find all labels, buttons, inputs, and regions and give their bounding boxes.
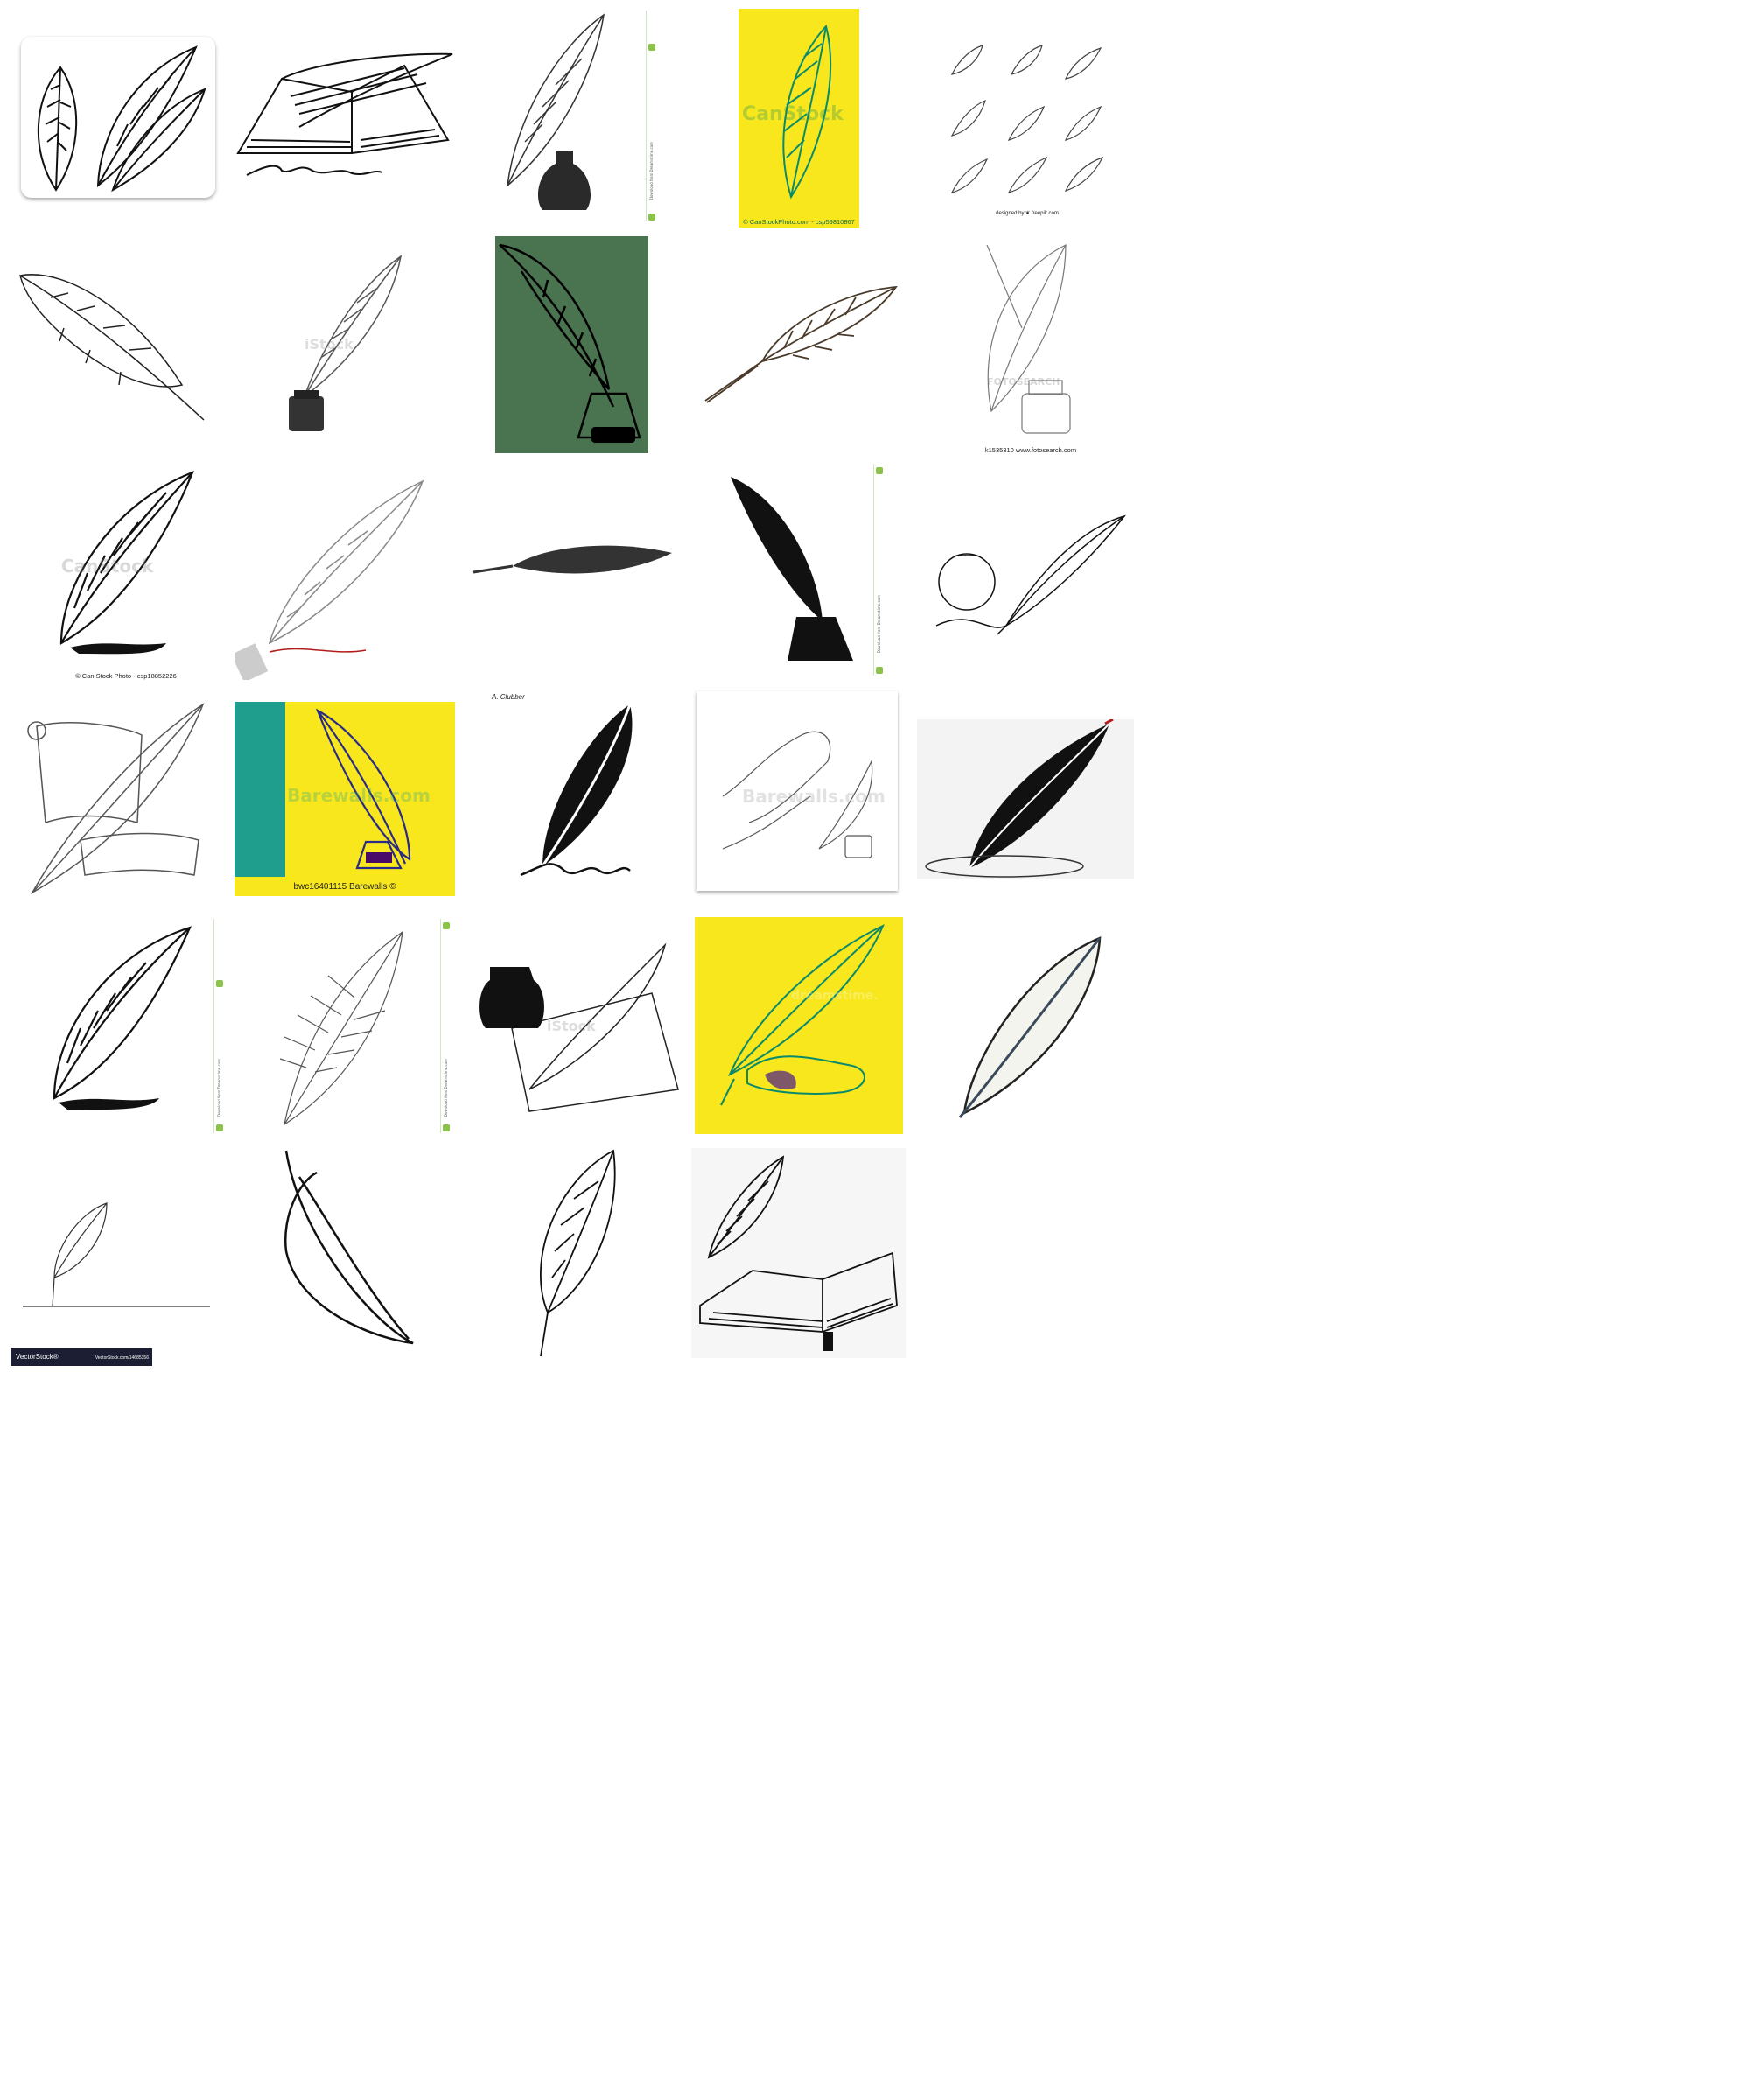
barewalls-caption: bwc16401115 Barewalls © [293, 882, 396, 892]
result-thumbnail-6[interactable] [16, 262, 210, 429]
dreamstime-side-text-2: Download from Dreamstime.com [877, 595, 881, 654]
scroll-feather-icon [27, 703, 205, 894]
black-quill-flourish-icon [925, 719, 1114, 878]
fluffy-feather-icon [279, 930, 403, 1126]
canstock-watermark-2: CanStock [61, 556, 154, 577]
white-quill-icon [958, 936, 1102, 1118]
result-thumbnail-5[interactable]: designed by ❦ freepik.com [934, 35, 1120, 220]
inkpot-quill-flourish-icon [935, 514, 1126, 635]
vectorstock-brand: VectorStock® [16, 1353, 59, 1361]
result-thumbnail-10[interactable]: FOTOSEARCH k1535310 www.fotosearch.com [970, 241, 1092, 455]
result-thumbnail-12[interactable] [234, 477, 441, 680]
vectorstock-bar: VectorStock® VectorStock.com/14685356 [10, 1348, 152, 1366]
canstock-watermark: CanStock [742, 103, 844, 125]
outline-quill-icon [284, 1150, 414, 1345]
result-thumbnail-25[interactable] [947, 929, 1130, 1130]
result-thumbnail-4[interactable]: CanStock © CanStockPhoto.com - csp598108… [738, 9, 859, 228]
feather-open-book-icon [699, 1155, 898, 1351]
result-thumbnail-16[interactable] [19, 700, 208, 894]
grey-feather-inkwell-icon [986, 244, 1071, 434]
result-thumbnail-3[interactable]: Download from Dreamstime.com [490, 10, 662, 220]
feather-inkwell-silhouette-icon [499, 243, 641, 443]
result-thumbnail-20[interactable] [917, 719, 1134, 878]
canstock-caption-2: © Can Stock Photo - csp18852226 [75, 672, 177, 680]
three-feathers-icon [37, 46, 206, 192]
fotosearch-caption: k1535310 www.fotosearch.com [984, 446, 1077, 454]
result-thumbnail-8[interactable] [495, 236, 648, 453]
green-feather-icon [782, 24, 831, 200]
result-thumbnail-21[interactable]: Download from Dreamstime.com [19, 919, 226, 1133]
vectorstock-id: VectorStock.com/14685356 [94, 1355, 149, 1361]
feather-set-icon [950, 45, 1104, 193]
feather-inkpot-icon [289, 255, 402, 431]
simple-feather-baseline-icon [23, 1202, 210, 1307]
result-thumbnail-23[interactable]: iStock [477, 941, 683, 1116]
quill-red-ink-icon [234, 480, 424, 680]
scroll-quill-inkpot-icon [722, 731, 873, 858]
dreamstime-side-text: Download from Dreamstime.com [649, 142, 654, 200]
result-thumbnail-2[interactable] [229, 44, 455, 192]
result-thumbnail-27[interactable] [273, 1146, 416, 1365]
feather-inkwell-canvas-icon [315, 708, 411, 870]
hand-writing-quill-icon [720, 924, 885, 1106]
result-thumbnail-24[interactable]: dreamstime. [695, 917, 903, 1134]
barewalls-watermark: Barewalls.com [287, 785, 430, 806]
result-thumbnail-13[interactable] [469, 536, 674, 588]
result-thumbnail-18[interactable]: A. Clubber [490, 691, 674, 884]
result-thumbnail-15[interactable] [919, 494, 1129, 652]
horizontal-quill-icon [472, 545, 672, 574]
feather-inkwell-icon [507, 13, 606, 210]
inkwell-papers-quill-icon [480, 942, 679, 1112]
barewalls-watermark-2: Barewalls.com [742, 786, 886, 807]
black-feather-ink-splash-icon [60, 471, 194, 654]
dreamstime-side-text-3: Download from Dreamstime.com [217, 1059, 221, 1117]
dreamstime-side-text-4: Download from Dreamstime.com [444, 1059, 448, 1117]
result-thumbnail-14[interactable]: Download from Dreamstime.com [713, 464, 888, 676]
fotosearch-watermark: FOTOSEARCH [987, 376, 1060, 388]
outline-feather-icon [19, 274, 205, 421]
result-thumbnail-19[interactable]: Barewalls.com bwc20713509 Barewalls © [696, 691, 898, 891]
result-thumbnail-29[interactable] [691, 1148, 906, 1358]
istock-watermark: iStock [304, 336, 354, 353]
outline-feather-vertical-icon [540, 1149, 616, 1357]
vintage-quill-icon [704, 285, 898, 403]
dreamstime-watermark: dreamstime. [791, 989, 878, 1003]
canstock-caption: © CanStockPhoto.com - csp59810867 [743, 218, 855, 226]
result-thumbnail-26[interactable] [19, 1194, 214, 1312]
freepik-caption: designed by ❦ freepik.com [996, 211, 1059, 216]
istock-watermark-2: iStock [547, 1018, 596, 1034]
black-feather-ink-splash-icon-2 [52, 926, 192, 1110]
result-thumbnail-28[interactable] [522, 1146, 623, 1361]
silhouette-feather-inkwell-icon [731, 477, 853, 661]
black-quill-writing-icon [520, 704, 633, 877]
result-thumbnail-1[interactable] [21, 37, 215, 198]
result-thumbnail-22[interactable]: Download from Dreamstime.com [262, 919, 455, 1133]
result-thumbnail-17[interactable]: Barewalls.com bwc16401115 Barewalls © [234, 702, 455, 896]
result-thumbnail-11[interactable]: CanStock © Can Stock Photo - csp18852226 [52, 468, 200, 682]
result-thumbnail-7[interactable]: iStock [278, 252, 410, 439]
result-thumbnail-9[interactable] [696, 278, 900, 406]
open-book-feather-icon [236, 52, 453, 176]
signature-text: A. Clubber [492, 693, 525, 701]
